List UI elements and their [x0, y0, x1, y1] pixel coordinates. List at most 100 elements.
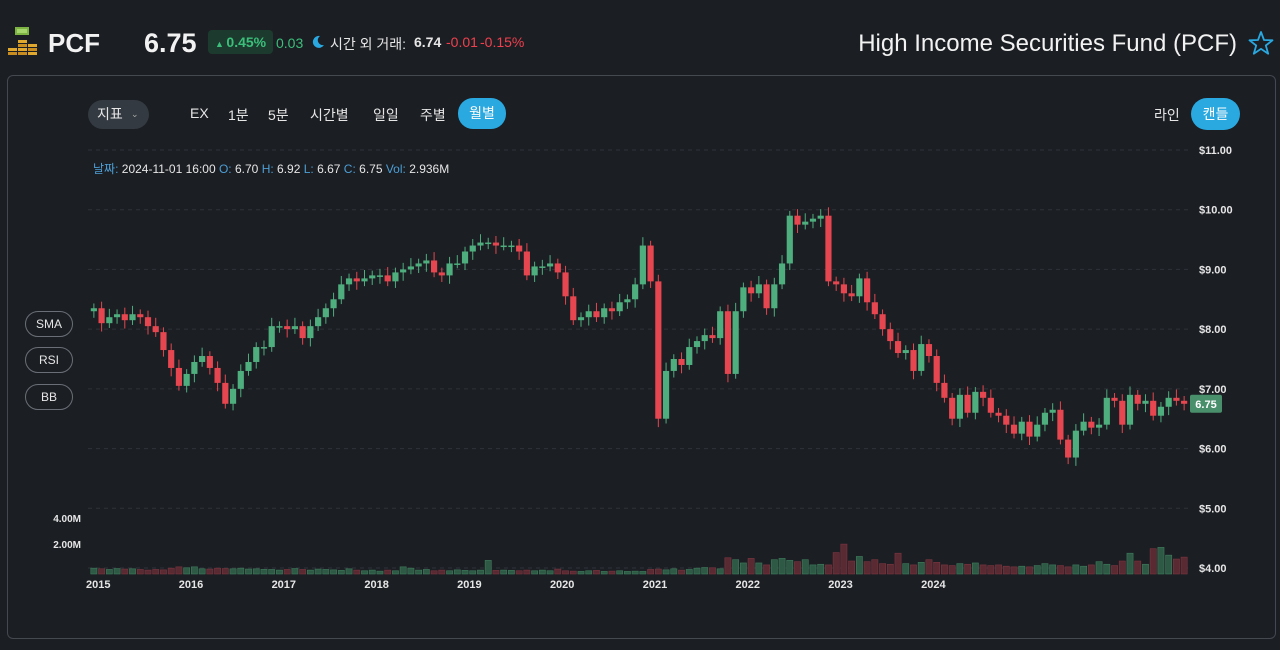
candle-body [570, 296, 577, 321]
mode-line-button[interactable]: 라인 [1154, 107, 1180, 123]
fund-name: High Income Securities Fund (PCF) [858, 30, 1237, 57]
indicator-label: 지표 [97, 106, 123, 122]
timeframe-ex[interactable]: EX [190, 105, 209, 121]
volume-bar [160, 569, 167, 575]
volume-bar [1118, 560, 1126, 575]
volume-bar [871, 559, 879, 575]
candle-body [454, 263, 461, 265]
candle-body [477, 242, 484, 246]
volume-bar [848, 560, 856, 575]
candle-body [152, 326, 159, 333]
timeframe-weekly[interactable]: 주별 [420, 107, 446, 123]
volume-bar [593, 570, 600, 575]
close-value: 6.75 [359, 162, 383, 176]
volume-bar [709, 567, 716, 575]
candle-body [848, 293, 855, 297]
volume-bar [778, 558, 786, 575]
year-tick-label: 2016 [179, 579, 203, 591]
after-hours-percent: -0.15% [480, 34, 525, 50]
volume-bar [647, 569, 654, 575]
candle-body [1065, 439, 1072, 458]
volume-bar [902, 563, 910, 575]
candle-body [902, 350, 909, 354]
volume-bar [1010, 566, 1018, 575]
candle-body [191, 361, 198, 374]
candle-body [129, 314, 136, 321]
moon-icon [312, 35, 324, 48]
rsi-button[interactable]: RSI [25, 347, 73, 373]
indicator-dropdown[interactable]: 지표 ⌄ [88, 100, 149, 129]
volume-bar [1149, 548, 1157, 575]
volume-bar [376, 570, 384, 575]
candle-body [624, 299, 631, 303]
candle-body [369, 275, 376, 279]
volume-bar [763, 564, 770, 575]
volume-bar [693, 567, 701, 575]
candle-body [554, 263, 561, 273]
volume-bar [840, 543, 848, 575]
volume-bar [399, 566, 407, 575]
candle-body [229, 388, 237, 404]
volume-bar [809, 564, 817, 575]
candle-body [400, 269, 407, 273]
star-icon[interactable] [1248, 30, 1274, 56]
volume-bar [770, 559, 778, 575]
volume-bar [515, 570, 523, 575]
price-tick-label: $5.00 [1199, 503, 1227, 515]
volume-bar [608, 570, 616, 575]
year-tick-label: 2018 [364, 579, 388, 591]
volume-bar [786, 560, 794, 575]
candle-body [709, 335, 716, 339]
volume-bar [144, 569, 152, 575]
candle-body [307, 326, 314, 339]
high-label: H: [261, 162, 274, 176]
candle-body [345, 278, 353, 285]
volume-bar [361, 570, 368, 575]
bb-button[interactable]: BB [25, 384, 73, 410]
candle-body [1181, 400, 1188, 404]
volume-bar [585, 570, 593, 575]
volume-bar [1165, 554, 1173, 575]
candle-body [1157, 406, 1165, 416]
candle-body [284, 326, 291, 330]
volume-bar [948, 565, 956, 575]
volume-value: 2.936M [409, 162, 450, 176]
volume-bar [446, 570, 453, 575]
volume-bar [508, 570, 515, 575]
candle-body [446, 263, 453, 276]
volume-bar [121, 568, 129, 575]
volume-bar [422, 569, 430, 575]
timeframe-1min[interactable]: 1분 [228, 107, 249, 123]
volume-bar [492, 570, 500, 575]
timeframe-daily[interactable]: 일일 [373, 107, 399, 123]
volume-bar [739, 562, 747, 575]
candle-body [701, 335, 708, 342]
timeframe-monthly[interactable]: 월별 [458, 98, 506, 129]
volume-bar [384, 569, 392, 575]
volume-bar [569, 570, 577, 575]
candle-body [678, 359, 685, 365]
sma-button[interactable]: SMA [25, 311, 73, 337]
candle-body [972, 391, 979, 413]
last-price: 6.75 [144, 28, 197, 58]
candle-body [98, 308, 105, 324]
volume-bar [724, 557, 732, 575]
candle-body [222, 382, 229, 404]
timeframe-5min[interactable]: 5분 [268, 107, 289, 123]
ohlc-readout: 날짜: 2024-11-01 16:00 O: 6.70 H: 6.92 L: … [93, 160, 449, 177]
candle-body [601, 308, 608, 318]
candle-body [1173, 397, 1180, 401]
candle-body [856, 278, 863, 297]
volume-bar [306, 569, 314, 575]
volume-bar [345, 568, 353, 575]
mode-candle-button[interactable]: 캔들 [1191, 98, 1240, 130]
volume-bar [639, 571, 647, 575]
coins-logo-icon [8, 27, 37, 55]
timeframe-hourly[interactable]: 시간별 [310, 107, 349, 123]
candle-body [214, 367, 221, 383]
volume-bar [678, 569, 685, 575]
year-tick-label: 2015 [86, 579, 110, 591]
volume-bar [299, 569, 307, 575]
candle-body [639, 245, 646, 285]
